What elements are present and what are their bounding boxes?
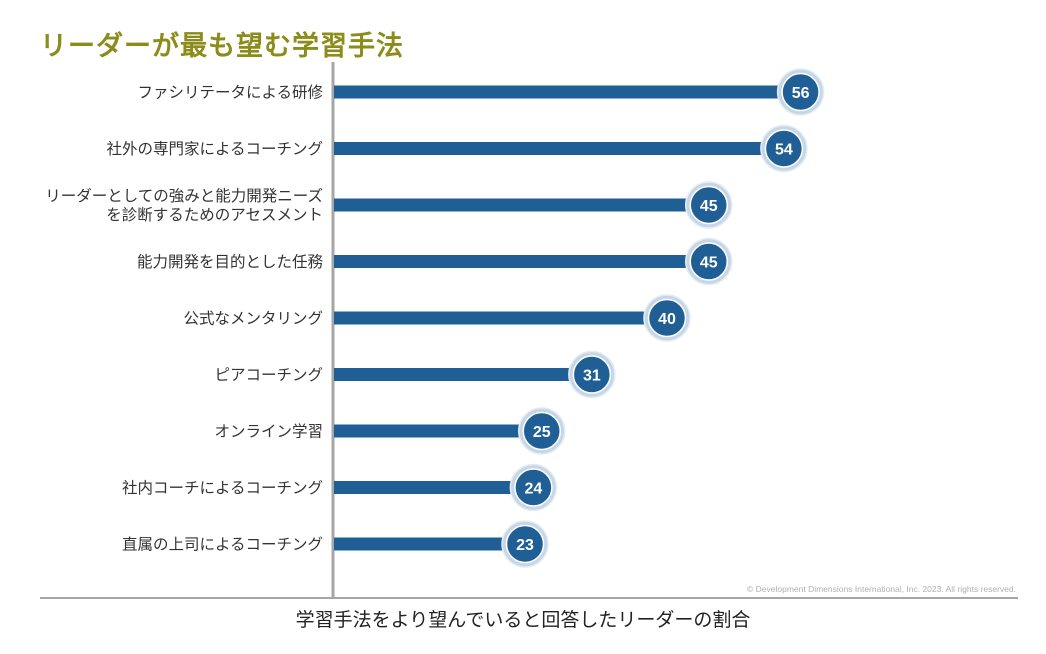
category-label: 社内コーチによるコーチング bbox=[122, 479, 323, 497]
category-label: 社外の専門家によるコーチング bbox=[106, 140, 323, 158]
bar bbox=[334, 481, 534, 494]
data-label: 24 bbox=[525, 481, 543, 498]
category-label-line: ピアコーチング bbox=[214, 366, 323, 384]
value-badge: 24 bbox=[509, 463, 558, 512]
bar bbox=[334, 311, 667, 325]
value-badge-core bbox=[764, 129, 804, 168]
category-label: オンライン学習 bbox=[214, 423, 323, 441]
data-label: 54 bbox=[775, 142, 793, 159]
category-label-line: ファシリテータによる研修 bbox=[137, 84, 323, 102]
category-label: 公式なメンタリング bbox=[183, 310, 323, 328]
value-badge: 56 bbox=[776, 68, 825, 116]
category-label-line: を診断するためのアセスメント bbox=[106, 206, 323, 224]
data-label: 45 bbox=[700, 255, 718, 272]
category-label: 能力開発を目的とした任務 bbox=[137, 253, 324, 271]
page-title: リーダーが最も望む学習手法 bbox=[40, 31, 404, 62]
value-badge-core bbox=[514, 468, 553, 507]
category-label-line: オンライン学習 bbox=[214, 423, 323, 441]
x-axis-label: 学習手法をより望んでいると回答したリーダーの割合 bbox=[295, 609, 751, 631]
category-label-line: リーダーとしての強みと能力開発ニーズ bbox=[45, 187, 323, 205]
category-label: リーダーとしての強みと能力開発ニーズを診断するためのアセスメント bbox=[45, 187, 323, 224]
category-label: ピアコーチング bbox=[214, 366, 323, 384]
category-label: ファシリテータによる研修 bbox=[137, 84, 323, 102]
value-badge-core bbox=[647, 298, 687, 338]
category-label-line: 公式なメンタリング bbox=[183, 310, 323, 328]
value-badge-core bbox=[781, 72, 820, 112]
bar bbox=[334, 424, 542, 438]
category-label-line: 社外の専門家によるコーチング bbox=[106, 140, 323, 158]
category-label: 直属の上司によるコーチング bbox=[122, 536, 323, 554]
value-badge: 45 bbox=[685, 181, 733, 229]
value-badge-core bbox=[689, 185, 728, 225]
category-label-line: 能力開発を目的とした任務 bbox=[137, 253, 324, 271]
value-badge-core bbox=[505, 524, 545, 564]
category-label-line: 直属の上司によるコーチング bbox=[122, 536, 323, 554]
value-badge-core bbox=[522, 411, 561, 451]
bar bbox=[334, 537, 526, 551]
value-badge-core bbox=[572, 355, 612, 394]
data-label: 25 bbox=[533, 424, 551, 441]
data-label: 40 bbox=[658, 311, 676, 328]
value-badge: 40 bbox=[643, 294, 691, 342]
value-badge-core bbox=[689, 242, 728, 281]
data-label: 56 bbox=[792, 85, 810, 102]
bar bbox=[334, 198, 709, 212]
bar bbox=[334, 85, 801, 99]
value-badge: 54 bbox=[760, 124, 808, 173]
value-badge: 45 bbox=[685, 237, 733, 286]
data-label: 23 bbox=[516, 537, 534, 554]
bar bbox=[334, 368, 592, 381]
value-badge: 31 bbox=[568, 350, 616, 399]
data-label: 31 bbox=[583, 368, 601, 385]
data-label: 45 bbox=[700, 198, 718, 215]
value-badge: 25 bbox=[518, 407, 566, 455]
value-badge: 23 bbox=[501, 520, 549, 568]
bar bbox=[334, 255, 709, 268]
category-label-line: 社内コーチによるコーチング bbox=[122, 479, 323, 497]
copyright-notice: © Development Dimensions International, … bbox=[747, 584, 1016, 594]
bar bbox=[334, 142, 784, 155]
